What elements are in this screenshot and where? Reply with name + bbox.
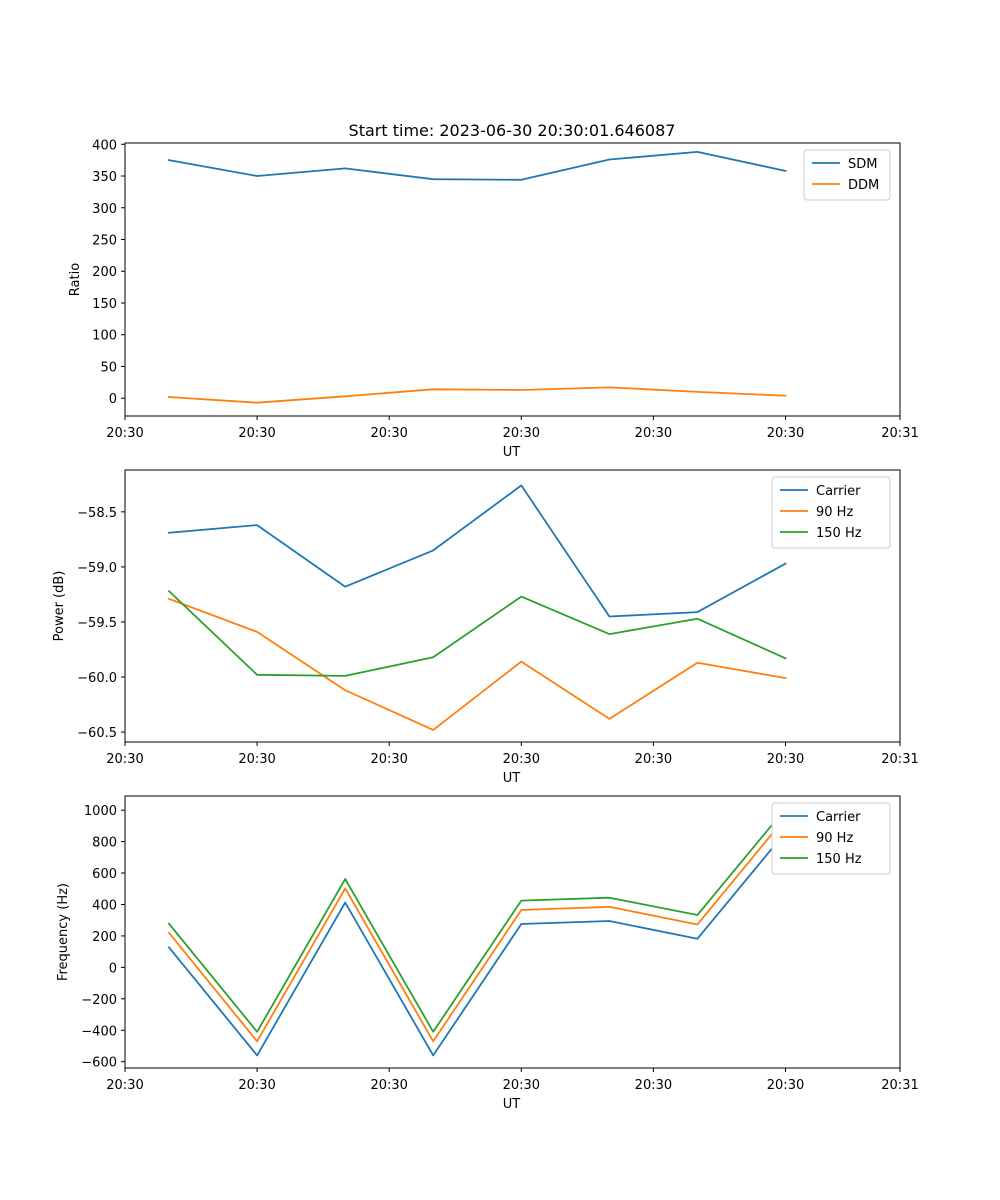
legend-label-150-hz: 150 Hz (816, 852, 862, 867)
x-tick-label: 20:30 (106, 1078, 143, 1093)
x-axis-label: UT (503, 771, 521, 786)
legend-label-90-hz: 90 Hz (816, 831, 853, 846)
y-tick-label: −59.0 (77, 561, 117, 576)
series-line-sdm (167, 150, 787, 181)
y-tick-label: 0 (109, 961, 117, 976)
plots: 20:30 20:30 20:30 20:30 20:30 20:30 20:31 UT 0 50… (52, 138, 919, 1112)
legend-label-sdm: SDM (848, 157, 877, 172)
legend: SDM DDM (803, 149, 891, 201)
x-tick-label: 20:30 (635, 1078, 672, 1093)
plot-panel-1: 20:30 20:30 20:30 20:30 20:30 20:30 20:31 UT 0 50… (68, 138, 919, 460)
y-axis-label: Ratio (68, 263, 83, 296)
legend-box (771, 476, 891, 549)
x-tick-label: 20:30 (370, 752, 407, 767)
axes-frame (124, 469, 901, 743)
x-axis-label: UT (503, 445, 521, 460)
x-tick-label: 20:30 (503, 426, 540, 441)
y-tick-label: −60.0 (77, 671, 117, 686)
legend: Carrier 90 Hz 150 Hz (771, 802, 891, 875)
series-line-90-hz (167, 597, 787, 731)
axes-frame (124, 142, 901, 417)
x-tick-label: 20:31 (881, 1078, 918, 1093)
series-line-carrier (167, 830, 787, 1057)
y-tick-label: −200 (81, 993, 117, 1008)
plot-panel-2: 20:30 20:30 20:30 20:30 20:30 20:30 20:31 UT −60… (52, 469, 919, 786)
y-axis-label: Frequency (Hz) (56, 883, 71, 981)
legend-label-carrier: Carrier (816, 810, 861, 825)
y-tick-label: −58.5 (77, 506, 117, 521)
legend-label-carrier: Carrier (816, 484, 861, 499)
y-tick-label: 350 (92, 170, 117, 185)
x-tick-label: 20:30 (503, 1078, 540, 1093)
y-tick-label: −60.5 (77, 726, 117, 741)
x-tick-label: 20:30 (767, 1078, 804, 1093)
x-tick-label: 20:30 (503, 752, 540, 767)
x-tick-label: 20:30 (238, 752, 275, 767)
y-axis-label: Power (dB) (52, 571, 67, 642)
y-tick-label: 600 (92, 867, 117, 882)
y-tick-label: 0 (109, 392, 117, 407)
x-tick-label: 20:30 (635, 752, 672, 767)
y-tick-label: 250 (92, 234, 117, 249)
y-tick-label: 800 (92, 836, 117, 851)
x-tick-label: 20:30 (238, 426, 275, 441)
legend-label-ddm: DDM (848, 178, 879, 193)
x-tick-label: 20:30 (370, 426, 407, 441)
y-tick-label: −400 (81, 1024, 117, 1039)
x-tick-label: 20:30 (106, 426, 143, 441)
plot-panel-3: 20:30 20:30 20:30 20:30 20:30 20:30 20:31 UT −60… (56, 795, 919, 1112)
x-tick-label: 20:30 (635, 426, 672, 441)
x-axis-label: UT (503, 1097, 521, 1112)
x-tick-label: 20:30 (370, 1078, 407, 1093)
y-tick-label: −59.5 (77, 616, 117, 631)
x-tick-label: 20:30 (767, 752, 804, 767)
legend: Carrier 90 Hz 150 Hz (771, 476, 891, 549)
series-line-150-hz (167, 589, 787, 677)
x-tick-label: 20:31 (881, 426, 918, 441)
y-tick-label: 100 (92, 329, 117, 344)
y-tick-label: 1000 (84, 804, 117, 819)
series-line-carrier (168, 484, 787, 618)
figure-title: Start time: 2023-06-30 20:30:01.646087 (349, 121, 676, 140)
y-tick-label: 150 (92, 297, 117, 312)
legend-label-90-hz: 90 Hz (816, 505, 853, 520)
y-tick-label: 200 (92, 930, 117, 945)
x-tick-label: 20:31 (881, 752, 918, 767)
y-tick-label: 300 (92, 202, 117, 217)
x-tick-label: 20:30 (767, 426, 804, 441)
axes-frame (124, 795, 901, 1069)
y-tick-label: −600 (81, 1056, 117, 1071)
legend-label-150-hz: 150 Hz (816, 526, 862, 541)
series-line-150-hz (167, 807, 787, 1033)
x-tick-label: 20:30 (106, 752, 143, 767)
series-line-ddm (168, 386, 787, 404)
y-tick-label: 400 (92, 898, 117, 913)
y-tick-label: 400 (92, 138, 117, 153)
x-tick-label: 20:30 (238, 1078, 275, 1093)
series-line-90-hz (167, 816, 787, 1043)
y-tick-label: 50 (100, 360, 117, 375)
y-tick-label: 200 (92, 265, 117, 280)
legend-box (771, 802, 891, 875)
